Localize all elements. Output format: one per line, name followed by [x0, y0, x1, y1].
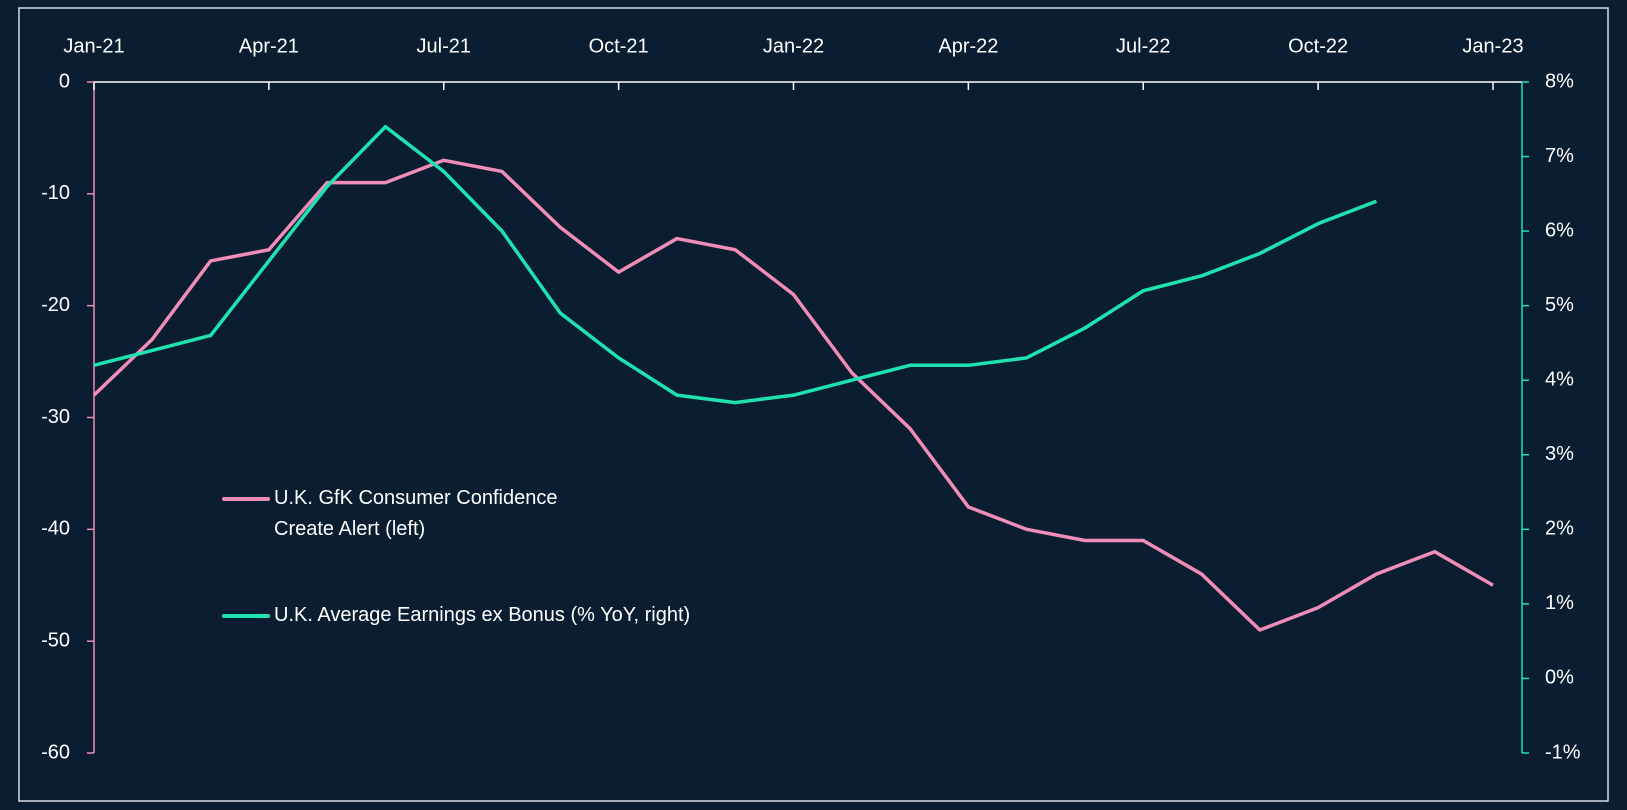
legend-label: U.K. GfK Consumer Confidence Create Alert… [274, 487, 557, 540]
legend-label-line: U.K. GfK Consumer Confidence [274, 487, 557, 509]
y-tick-label: -60 [41, 741, 70, 763]
y2-tick-label: 2% [1545, 518, 1574, 540]
x-tick-label: Jan-21 [63, 35, 124, 57]
legend-label: U.K. Average Earnings ex Bonus (% YoY, r… [274, 604, 690, 626]
x-tick-label: Oct-22 [1288, 35, 1348, 57]
frame [18, 7, 1609, 802]
x-tick-label: Oct-21 [589, 35, 649, 57]
y2-tick-label: 1% [1545, 592, 1574, 614]
y-tick-label: -50 [41, 629, 70, 651]
x-tick-label: Jul-22 [1116, 35, 1170, 57]
y2-tick-label: -1% [1545, 741, 1581, 763]
y2-tick-label: 0% [1545, 667, 1574, 689]
y2-tick-label: 7% [1545, 145, 1574, 167]
x-tick-label: Apr-22 [938, 35, 998, 57]
y2-tick-label: 3% [1545, 443, 1574, 465]
y-tick-label: -40 [41, 518, 70, 540]
x-tick-label: Apr-21 [239, 35, 299, 57]
y-tick-label: -30 [41, 406, 70, 428]
series-line [92, 158, 1494, 632]
legend-label-line: Create Alert (left) [274, 518, 425, 540]
y-tick-label: -10 [41, 182, 70, 204]
x-tick-label: Jan-23 [1462, 35, 1523, 57]
y-tick-label: 0 [59, 70, 70, 92]
x-tick-label: Jan-22 [763, 35, 824, 57]
y2-tick-label: 8% [1545, 70, 1574, 92]
y-tick-label: -20 [41, 294, 70, 316]
y2-tick-label: 5% [1545, 294, 1574, 316]
legend-label-line: U.K. Average Earnings ex Bonus (% YoY, r… [274, 604, 690, 626]
y2-tick-label: 6% [1545, 219, 1574, 241]
x-tick-label: Jul-21 [417, 35, 471, 57]
y2-tick-label: 4% [1545, 369, 1574, 391]
series-line [93, 124, 1378, 405]
